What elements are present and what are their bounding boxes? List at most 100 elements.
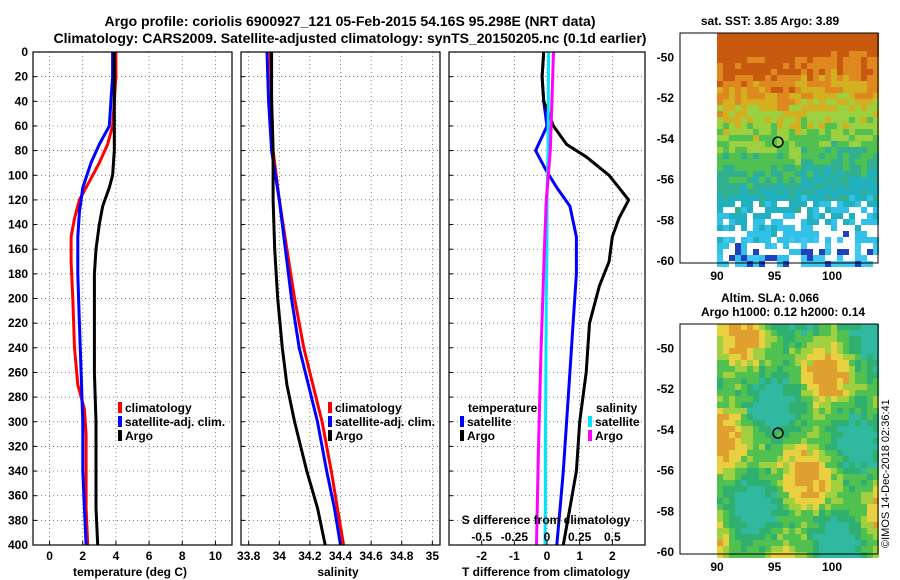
map-cell xyxy=(867,183,873,189)
map-cell xyxy=(789,117,795,123)
map-cell xyxy=(759,87,765,93)
map-cell xyxy=(867,81,873,87)
map-cell xyxy=(873,129,879,135)
map-cell xyxy=(741,372,747,378)
map-cell xyxy=(765,81,771,87)
map-cell xyxy=(741,336,747,342)
map-cell xyxy=(765,153,771,159)
map-cell xyxy=(753,123,759,129)
map-cell xyxy=(783,111,789,117)
map-cell xyxy=(831,123,837,129)
map-cell xyxy=(759,354,765,360)
map-cell xyxy=(765,171,771,177)
map-cell xyxy=(759,516,765,522)
map-cell xyxy=(717,516,723,522)
map-cell xyxy=(765,468,771,474)
map-cell xyxy=(843,552,849,558)
map-cell xyxy=(717,426,723,432)
map-cell xyxy=(831,336,837,342)
map-cell xyxy=(753,486,759,492)
map-cell xyxy=(765,93,771,99)
map-cell xyxy=(843,57,849,63)
map-cell xyxy=(771,183,777,189)
map-cell xyxy=(861,528,867,534)
map-cell xyxy=(717,153,723,159)
map-cell xyxy=(747,183,753,189)
map-cell xyxy=(855,153,861,159)
map-cell xyxy=(849,63,855,69)
map-cell xyxy=(807,123,813,129)
map-cell xyxy=(831,552,837,558)
map-cell xyxy=(801,546,807,552)
map-cell xyxy=(729,63,735,69)
map-cell xyxy=(735,438,741,444)
map-cell xyxy=(837,111,843,117)
map-cell xyxy=(753,75,759,81)
map-cell xyxy=(801,540,807,546)
map-cell xyxy=(783,33,789,39)
map-cell xyxy=(777,33,783,39)
map-cell xyxy=(771,243,777,249)
map-cell xyxy=(801,408,807,414)
map-cell xyxy=(741,414,747,420)
map-cell xyxy=(849,213,855,219)
map-cell xyxy=(849,498,855,504)
map-cell xyxy=(783,255,789,261)
map-cell xyxy=(837,213,843,219)
map-cell xyxy=(723,63,729,69)
map-cell xyxy=(747,81,753,87)
map-cell xyxy=(735,456,741,462)
map-cell xyxy=(837,129,843,135)
map-cell xyxy=(765,396,771,402)
map-cell xyxy=(741,117,747,123)
map-cell xyxy=(753,420,759,426)
map-cell xyxy=(723,183,729,189)
map-cell xyxy=(837,189,843,195)
map-cell xyxy=(723,390,729,396)
map-cell xyxy=(831,147,837,153)
map-cell xyxy=(771,468,777,474)
map-cell xyxy=(723,546,729,552)
map-cell xyxy=(795,111,801,117)
map-cell xyxy=(813,426,819,432)
map-cell xyxy=(813,117,819,123)
map-cell xyxy=(867,111,873,117)
map-cell xyxy=(759,498,765,504)
map-cell xyxy=(747,213,753,219)
map-cell xyxy=(861,396,867,402)
map-cell xyxy=(753,432,759,438)
map-cell xyxy=(807,147,813,153)
map-cell xyxy=(813,486,819,492)
map-cell xyxy=(771,324,777,330)
map-cell xyxy=(825,231,831,237)
map-cell xyxy=(819,195,825,201)
map-cell xyxy=(735,480,741,486)
map-cell xyxy=(789,219,795,225)
map-cell xyxy=(753,255,759,261)
map-cell xyxy=(735,372,741,378)
map-cell xyxy=(861,231,867,237)
map-cell xyxy=(729,444,735,450)
map-cell xyxy=(831,414,837,420)
map-cell xyxy=(873,516,879,522)
map-cell xyxy=(759,153,765,159)
map-cell xyxy=(801,330,807,336)
map-cell xyxy=(741,330,747,336)
map-cell xyxy=(837,522,843,528)
map-cell xyxy=(813,474,819,480)
map-cell xyxy=(795,105,801,111)
map-cell xyxy=(867,462,873,468)
map-lat-label: -50 xyxy=(657,341,675,355)
map-cell xyxy=(825,354,831,360)
map-cell xyxy=(729,171,735,177)
map-cell xyxy=(867,219,873,225)
map-cell xyxy=(837,540,843,546)
map-cell xyxy=(855,183,861,189)
map-cell xyxy=(771,213,777,219)
map-cell xyxy=(867,63,873,69)
map-cell xyxy=(807,57,813,63)
map-cell xyxy=(831,153,837,159)
map-cell xyxy=(717,81,723,87)
map-cell xyxy=(873,153,879,159)
map-cell xyxy=(717,504,723,510)
